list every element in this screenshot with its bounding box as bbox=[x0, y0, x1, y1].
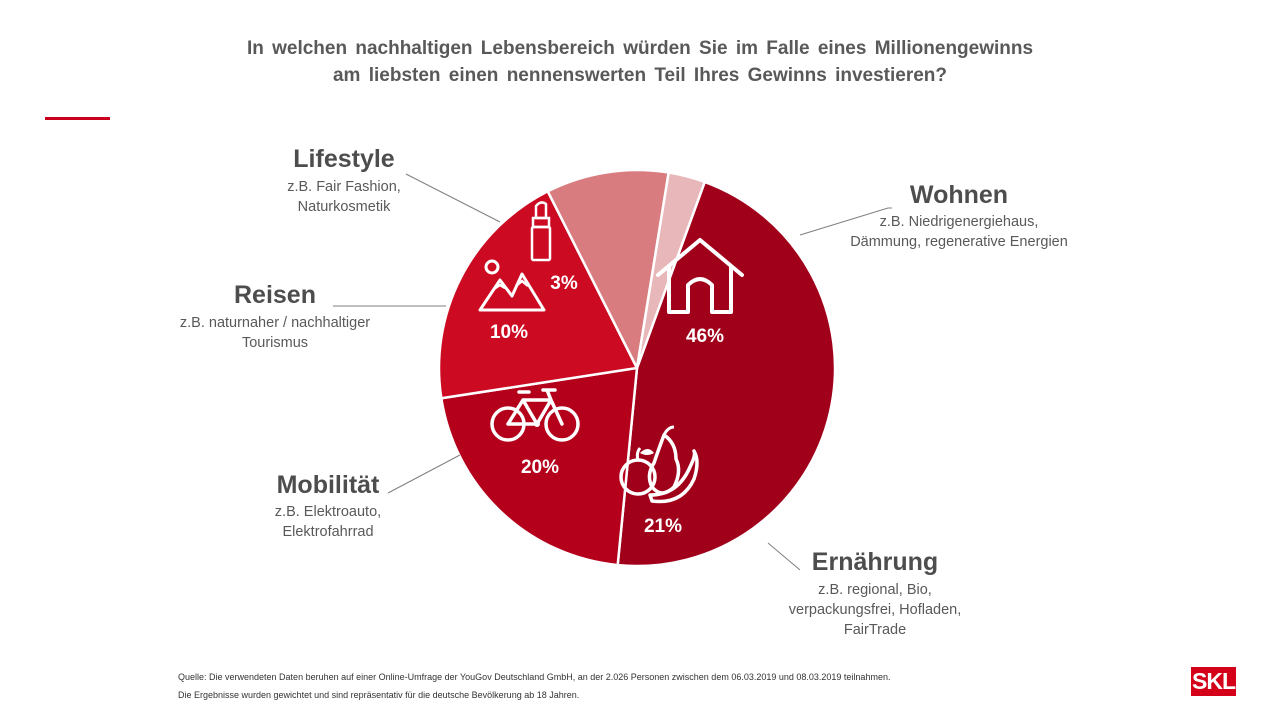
pie-slice-mobilitt bbox=[437, 190, 639, 400]
category-description-lifestyle: Naturkosmetik bbox=[298, 199, 391, 215]
lipstick-icon bbox=[530, 201, 552, 262]
chart-title: In welchen nachhaltigen Lebensbereich wü… bbox=[140, 35, 1140, 89]
chart-title-line-1: In welchen nachhaltigen Lebensbereich wü… bbox=[246, 38, 1034, 59]
category-description-lifestyle: z.B. Fair Fashion, bbox=[287, 179, 401, 195]
leader-line-mobilitt bbox=[387, 454, 461, 494]
category-description-wohnen: z.B. Niedrigenergiehaus, bbox=[880, 214, 1039, 230]
mountains-icon bbox=[478, 259, 546, 312]
category-description-ernhrung: z.B. regional, Bio, bbox=[818, 582, 932, 598]
category-label-wohnen: Wohnen bbox=[910, 181, 1008, 209]
footnote-line-2: Die Ergebnisse wurden gewichtet und sind… bbox=[178, 690, 580, 700]
data-label-lifestyle: 3% bbox=[550, 273, 578, 294]
data-label-wohnen: 46% bbox=[686, 326, 724, 347]
category-label-mobilitt: Mobilität bbox=[277, 471, 380, 499]
category-label-reisen: Reisen bbox=[234, 281, 316, 309]
category-description-ernhrung: FairTrade bbox=[844, 622, 906, 638]
footnote-line-1: Quelle: Die verwendeten Daten beruhen au… bbox=[178, 672, 891, 682]
category-description-wohnen: Dämmung, regenerative Energien bbox=[850, 234, 1068, 250]
data-label-reisen: 10% bbox=[490, 322, 528, 343]
data-label-ernhrung: 21% bbox=[644, 516, 682, 537]
bicycle-icon bbox=[490, 388, 580, 442]
category-description-reisen: Tourismus bbox=[242, 335, 308, 351]
pie-slice-wohnen bbox=[616, 180, 837, 568]
accent-line bbox=[45, 117, 110, 120]
fruit-icon bbox=[619, 425, 699, 504]
house-icon bbox=[656, 238, 744, 314]
leader-line-wohnen bbox=[799, 207, 892, 236]
leader-line-ernhrung bbox=[767, 542, 801, 571]
category-label-ernhrung: Ernährung bbox=[812, 548, 938, 576]
pie-slice-reisen bbox=[546, 168, 670, 370]
category-label-lifestyle: Lifestyle bbox=[293, 145, 395, 173]
pie-slice-ernhrung bbox=[440, 366, 639, 567]
leader-line-lifestyle bbox=[405, 173, 501, 223]
source-footnote: Quelle: Die verwendeten Daten beruhen au… bbox=[178, 668, 890, 704]
skl-logo: SKL bbox=[1191, 667, 1236, 696]
category-description-mobilitt: z.B. Elektroauto, bbox=[275, 504, 381, 520]
category-description-mobilitt: Elektrofahrrad bbox=[282, 524, 373, 540]
category-description-reisen: z.B. naturnaher / nachhaltiger bbox=[180, 315, 370, 331]
chart-title-line-2: am liebsten einen nennenswerten Teil Ihr… bbox=[332, 65, 948, 86]
category-description-ernhrung: verpackungsfrei, Hofladen, bbox=[789, 602, 962, 618]
data-label-mobilitt: 20% bbox=[521, 457, 559, 478]
